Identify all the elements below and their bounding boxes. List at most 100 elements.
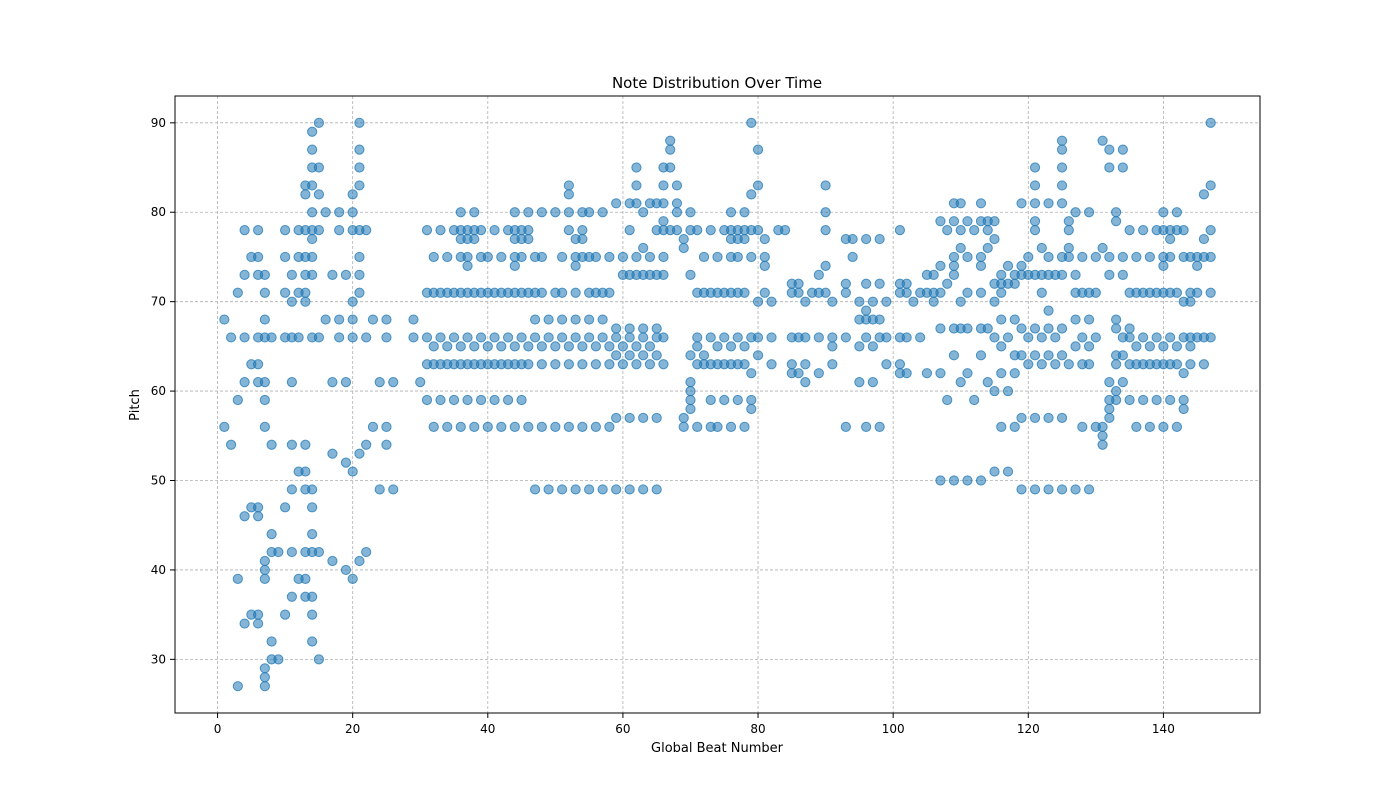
data-point: [685, 377, 696, 388]
y-tick-label: 30: [151, 652, 166, 666]
data-point: [563, 225, 574, 236]
data-point: [692, 421, 703, 432]
data-point: [239, 332, 250, 343]
data-point: [259, 663, 270, 674]
data-point: [307, 484, 318, 495]
data-point: [469, 421, 480, 432]
data-point: [861, 278, 872, 289]
data-point: [1205, 225, 1216, 236]
x-tick-label: 120: [1017, 722, 1040, 736]
data-point: [1029, 323, 1041, 334]
data-point: [746, 117, 757, 128]
data-point: [604, 287, 615, 298]
data-point: [766, 296, 777, 307]
data-point: [962, 368, 973, 379]
data-point: [597, 207, 608, 218]
data-point: [955, 296, 966, 307]
data-point: [563, 421, 574, 432]
data-point: [557, 287, 568, 298]
data-point: [1110, 323, 1122, 334]
data-point: [935, 323, 946, 334]
data-point: [219, 314, 230, 325]
data-point: [962, 323, 973, 334]
data-point: [1063, 225, 1074, 236]
data-point: [1070, 314, 1081, 325]
data-point: [644, 341, 656, 352]
data-point: [259, 672, 270, 683]
data-point: [374, 377, 385, 388]
data-point: [232, 573, 243, 584]
data-point: [1198, 189, 1210, 200]
data-point: [239, 225, 250, 236]
data-point: [1138, 332, 1149, 343]
data-point: [300, 466, 311, 477]
data-point: [1063, 242, 1074, 254]
data-point: [611, 350, 622, 361]
data-point: [962, 251, 973, 263]
data-point: [1070, 269, 1081, 280]
data-point: [280, 251, 291, 263]
x-tick-label: 100: [882, 722, 905, 736]
data-point: [915, 332, 926, 343]
data-point: [840, 278, 851, 289]
data-point: [536, 207, 547, 218]
data-point: [867, 341, 878, 352]
data-point: [800, 377, 811, 388]
data-point: [225, 332, 237, 343]
data-point: [340, 564, 352, 576]
data-point: [752, 180, 764, 191]
data-point: [867, 377, 878, 388]
data-point: [259, 394, 270, 406]
data-point: [975, 287, 987, 298]
data-point: [996, 341, 1007, 352]
data-point: [638, 242, 649, 254]
data-point: [361, 439, 372, 450]
data-point: [307, 144, 318, 155]
data-point: [732, 332, 743, 343]
data-point: [752, 225, 764, 236]
data-point: [921, 368, 933, 379]
data-point: [1165, 233, 1176, 245]
data-point: [651, 484, 662, 495]
data-point: [1023, 251, 1034, 263]
data-point: [286, 439, 297, 450]
data-point: [570, 314, 581, 325]
data-point: [570, 260, 581, 271]
data-point: [948, 216, 960, 227]
data-point: [381, 314, 392, 325]
data-point: [354, 251, 365, 263]
data-point: [854, 296, 865, 307]
x-tick-label: 0: [214, 722, 222, 736]
data-point: [698, 251, 710, 263]
data-point: [732, 251, 743, 263]
data-point: [732, 394, 743, 406]
data-point: [482, 251, 493, 263]
data-point: [475, 394, 487, 406]
data-point: [455, 421, 466, 432]
data-point: [388, 377, 399, 388]
data-point: [577, 341, 588, 352]
data-point: [590, 341, 601, 352]
data-point: [1029, 484, 1041, 495]
data-point: [1110, 394, 1122, 406]
data-point: [584, 207, 595, 218]
data-point: [827, 341, 838, 352]
data-point: [1185, 296, 1196, 307]
data-point: [1097, 242, 1108, 254]
data-point: [820, 180, 831, 191]
data-point: [347, 189, 358, 200]
data-point: [523, 225, 534, 236]
data-point: [1158, 260, 1169, 271]
data-point: [1110, 216, 1122, 227]
data-point: [577, 421, 588, 432]
data-point: [307, 609, 318, 620]
data-point: [935, 216, 946, 227]
data-point: [563, 341, 574, 352]
data-point: [752, 350, 764, 361]
data-point: [827, 296, 838, 307]
data-point: [948, 269, 960, 280]
data-point: [293, 332, 304, 343]
data-point: [1171, 359, 1183, 370]
data-point: [563, 359, 574, 370]
